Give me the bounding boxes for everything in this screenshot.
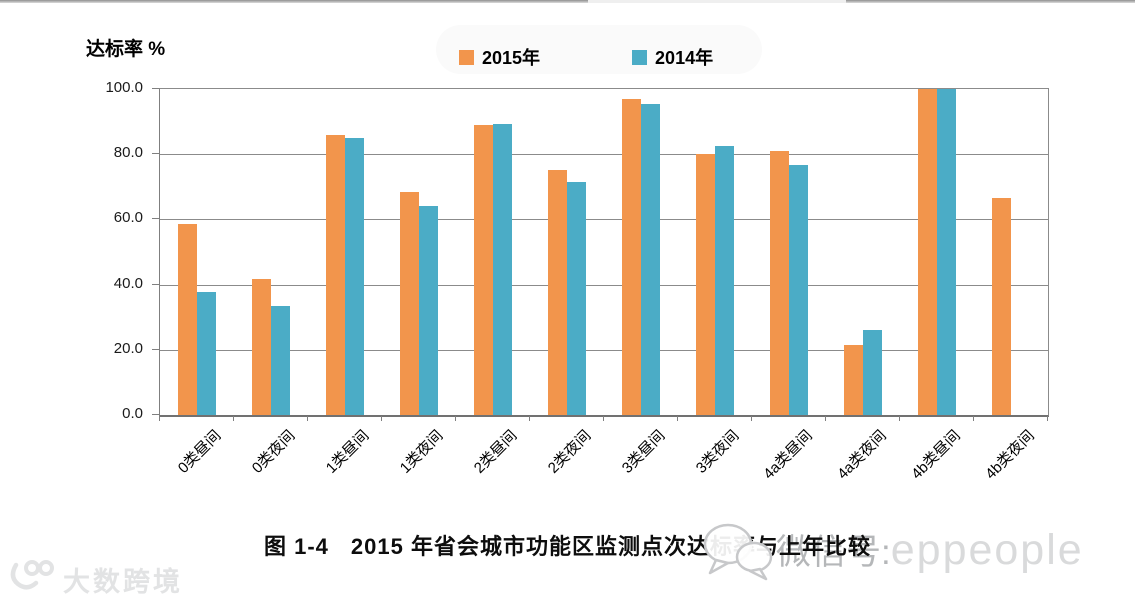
bar-2014-cat8: [789, 165, 808, 415]
legend-label-2014: 2014年: [655, 48, 714, 68]
legend-swatch-2015: [459, 49, 474, 65]
bar-2015-cat4: [474, 124, 493, 415]
bar-2014-cat4: [493, 123, 512, 415]
figure-caption: 图 1-4 2015 年省会城市功能区监测点次达标率与上年比较: [0, 529, 1135, 561]
y-axis-tick: [152, 414, 159, 415]
y-axis-title: 达标率 %: [86, 39, 166, 60]
y-axis-label: 60.0: [113, 209, 143, 227]
x-axis-label: 4a类夜间: [834, 427, 891, 483]
bar-2015-cat1: [252, 279, 271, 415]
bar-2014-cat10: [937, 89, 956, 415]
bar-2014-cat2: [345, 137, 364, 415]
x-axis-label: 0类昼间: [174, 427, 225, 477]
gridline-80: [160, 154, 1048, 156]
x-axis-tick: [825, 416, 826, 421]
legend: 2015年 2014年: [459, 44, 713, 70]
wechat-bubbles-icon: [698, 521, 780, 588]
bar-2014-cat1: [271, 305, 290, 415]
wechat-account-id: eppeople: [890, 526, 1084, 574]
x-axis-label: 3类昼间: [618, 427, 669, 477]
y-axis-tick: [152, 348, 159, 350]
x-axis-tick: [233, 416, 234, 421]
x-axis-tick: [529, 416, 530, 421]
x-axis-tick: [677, 416, 678, 421]
x-axis-tick: [603, 416, 604, 421]
x-axis-label: 2类夜间: [544, 427, 595, 477]
bar-2014-cat0: [197, 291, 216, 415]
bar-2015-cat9: [844, 344, 863, 415]
x-axis-tick: [973, 416, 974, 421]
x-axis-tick: [1047, 416, 1048, 421]
bar-2014-cat5: [567, 181, 586, 415]
x-axis-tick: [899, 416, 900, 421]
y-axis-tick: [152, 88, 159, 89]
x-axis-label: 1类昼间: [322, 427, 373, 477]
y-axis-label: 40.0: [113, 274, 143, 292]
x-axis-tick: [381, 416, 382, 421]
gridline-60: [160, 219, 1048, 221]
x-axis-label: 0类夜间: [248, 427, 299, 477]
x-axis-label: 4a类昼间: [760, 427, 817, 483]
gridline-40: [160, 284, 1048, 286]
y-axis-tick: [152, 283, 159, 285]
bar-2015-cat5: [548, 169, 567, 415]
legend-label-2015: 2015年: [482, 48, 541, 68]
bar-2014-cat7: [715, 145, 734, 415]
bar-2015-cat8: [770, 150, 789, 415]
x-axis: 0类昼间 0类夜间 1类昼间 1类夜间 2类昼间 2类夜间 3类昼间 3类夜间 4a类昼间 4a类…: [159, 416, 1048, 536]
bar-2015-cat10: [918, 89, 937, 415]
y-axis: 100.0 80.0 60.0 40.0 20.0 0.0: [50, 79, 159, 422]
figure-number: 图 1-4: [264, 534, 329, 559]
x-axis-tick: [159, 416, 160, 421]
bar-2014-cat6: [641, 103, 660, 415]
y-axis-tick: [152, 218, 159, 220]
bar-2015-cat7: [696, 154, 715, 415]
corner-logo: 大数跨境: [8, 557, 183, 602]
bar-2015-cat3: [400, 192, 419, 415]
y-axis-label: 20.0: [113, 339, 143, 357]
corner-logo-icon: [8, 557, 54, 602]
x-axis-label: 2类昼间: [470, 427, 521, 477]
x-axis-label: 1类夜间: [396, 427, 447, 477]
x-axis-tick: [455, 416, 456, 421]
y-axis-tick: [152, 153, 159, 155]
legend-item-2015: 2015年: [459, 44, 540, 70]
bar-2015-cat0: [178, 224, 197, 415]
x-axis-label: 4b类夜间: [982, 427, 1039, 483]
y-axis-label: 100.0: [105, 79, 143, 96]
legend-background: [436, 25, 762, 74]
bar-2014-cat3: [419, 205, 438, 415]
corner-logo-text: 大数跨境: [63, 567, 183, 597]
top-border-strip: [0, 0, 1135, 3]
x-axis-label: 3类夜间: [692, 427, 743, 477]
bar-2015-cat11: [992, 197, 1011, 415]
x-axis-label: 4b类昼间: [908, 427, 965, 483]
bar-2015-cat2: [326, 134, 345, 415]
figure-title: 2015 年省会城市功能区监测点次达标率与上年比较: [350, 534, 871, 559]
top-border-notch: [588, 0, 846, 3]
bar-2015-cat6: [622, 98, 641, 415]
y-axis-label: 80.0: [113, 144, 143, 162]
bar-2014-cat9: [863, 330, 882, 415]
x-axis-tick: [307, 416, 308, 421]
wechat-watermark: 微信号:eppeople: [776, 524, 1084, 575]
y-axis-label: 0.0: [122, 405, 143, 422]
wechat-account-label: 微信号:: [776, 533, 891, 572]
legend-swatch-2014: [632, 49, 648, 65]
legend-item-2014: 2014年: [632, 44, 713, 70]
plot-area: [159, 88, 1049, 417]
x-axis-tick: [751, 416, 752, 421]
gridline-20: [160, 349, 1048, 351]
